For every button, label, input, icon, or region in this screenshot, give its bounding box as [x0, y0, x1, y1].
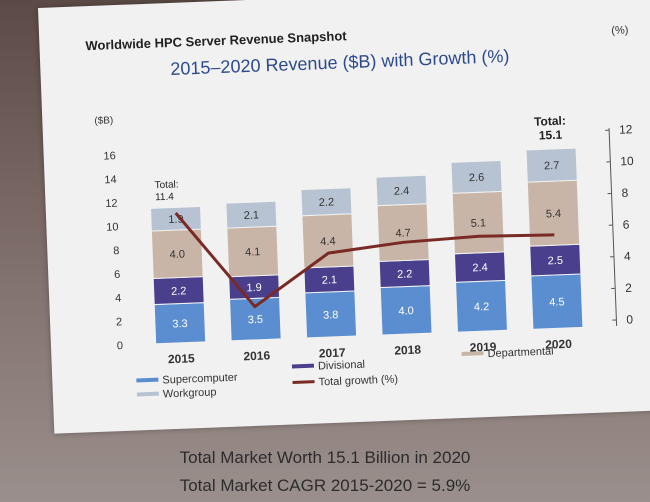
bar-data-label: 4.0: [169, 248, 185, 261]
x-axis-tick-label: 2020: [545, 337, 573, 352]
right-axis-tick-label: 2: [625, 281, 633, 295]
total-annotation-value: 11.4: [155, 192, 175, 204]
bar-data-label: 5.1: [470, 217, 486, 230]
left-axis-tick-label: 6: [114, 269, 121, 281]
growth-line: [174, 212, 555, 309]
chart: Worldwide HPC Server Revenue Snapshot201…: [85, 24, 634, 400]
bar-data-label: 2.5: [547, 255, 563, 268]
legend-label: Total growth (%): [318, 373, 398, 388]
x-axis-tick-label: 2015: [168, 351, 196, 366]
caption-market-cagr: Total Market CAGR 2015-2020 = 5.9%: [179, 476, 471, 495]
bar-data-label: 4.2: [474, 301, 490, 314]
right-axis-tick-label: 0: [626, 312, 634, 326]
right-axis-tick-label: 8: [621, 186, 629, 200]
right-axis-tick-label: 4: [624, 249, 632, 263]
x-axis-tick-label: 2017: [319, 345, 347, 360]
bar-segment: [450, 160, 503, 194]
bar-segment: [300, 187, 353, 217]
left-axis-tick-label: 0: [117, 340, 124, 352]
legend-swatch: [291, 363, 315, 369]
legend-swatch: [136, 391, 159, 397]
x-axis-tick-label: 2019: [469, 340, 497, 355]
bar-segment: [225, 200, 278, 229]
bar-segment: [375, 174, 428, 207]
left-axis-tick-label: 8: [113, 245, 120, 257]
legend-swatch: [136, 377, 159, 383]
bar-data-label: 2.4: [394, 185, 410, 198]
chart-supertitle: Worldwide HPC Server Revenue Snapshot: [85, 28, 347, 53]
legend-label: Divisional: [318, 359, 366, 373]
left-axis-unit: ($B): [94, 115, 113, 127]
bar-data-label: 2.2: [319, 196, 335, 209]
legend-swatch: [292, 380, 315, 385]
legend-swatch: [461, 351, 484, 356]
bar-data-label: 2.2: [397, 268, 413, 281]
bar-data-label: 2.1: [244, 209, 260, 222]
right-axis-line: [608, 128, 618, 327]
left-axis-tick-label: 14: [104, 174, 117, 186]
total-annotation-value: 15.1: [539, 128, 563, 143]
legend-label: Departmental: [487, 345, 553, 360]
total-annotation-label: Total:: [154, 179, 178, 191]
bar-data-label: 4.1: [245, 246, 261, 259]
bar-data-label: 2.7: [544, 160, 560, 173]
chart-title: 2015–2020 Revenue ($B) with Growth (%): [170, 46, 510, 79]
right-axis-tick-label: 10: [620, 154, 634, 169]
right-axis-tick-label: 6: [622, 217, 630, 231]
left-axis-tick-label: 10: [106, 221, 119, 233]
left-axis-tick-label: 2: [116, 316, 123, 328]
legend-label: Workgroup: [163, 386, 217, 400]
bar-data-label: 4.7: [395, 227, 411, 240]
bar-data-label: 2.4: [472, 262, 488, 275]
legend-label: Supercomputer: [162, 372, 238, 387]
bar-segment: [525, 147, 578, 183]
right-axis-tick-label: 12: [619, 122, 633, 137]
bar-segment: [150, 206, 202, 232]
left-axis-tick-label: 12: [105, 198, 118, 210]
bar-data-label: 2.2: [171, 285, 187, 298]
bar-data-label: 1.9: [246, 282, 262, 295]
x-axis-tick-label: 2016: [243, 348, 271, 363]
bar-data-label: 3.5: [248, 314, 264, 327]
bar-data-label: 2.6: [469, 172, 485, 185]
bar-data-label: 5.4: [546, 208, 562, 221]
bar-data-label: 4.0: [398, 305, 414, 318]
bar-data-label: 3.3: [172, 318, 188, 331]
left-axis-tick-label: 4: [115, 293, 122, 305]
total-annotation-label: Total:: [534, 114, 566, 129]
bar-data-label: 3.8: [323, 309, 339, 322]
left-axis-tick-label: 16: [103, 150, 116, 162]
right-axis-unit: (%): [611, 24, 629, 37]
caption-market-worth: Total Market Worth 15.1 Billion in 2020: [179, 448, 471, 467]
projected-slide: Worldwide HPC Server Revenue Snapshot 201…: [38, 0, 650, 434]
bar-data-label: 4.4: [320, 236, 336, 249]
bar-data-label: 2.1: [322, 274, 338, 287]
x-axis-tick-label: 2018: [394, 343, 422, 358]
bar-data-label: 4.5: [549, 296, 565, 309]
